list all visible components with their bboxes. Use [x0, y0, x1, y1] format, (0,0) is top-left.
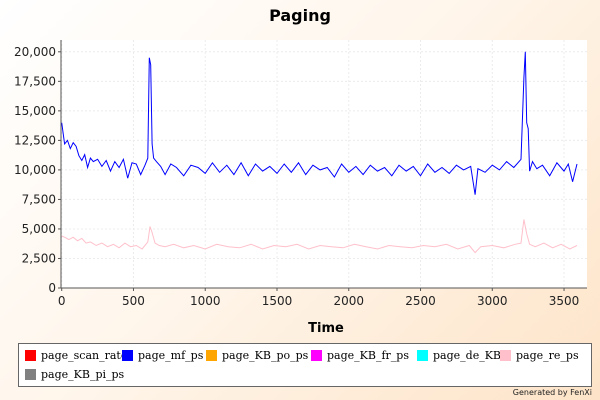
legend-item-page-mf-ps: page_mf_ps	[122, 349, 203, 362]
legend-label: page_KB_pi_ps	[41, 368, 125, 381]
y-tick-label: 17,500	[14, 74, 56, 88]
credit-text: Generated by FenXi	[512, 388, 592, 397]
legend-item-page-scan-rate: page_scan_rate	[25, 349, 127, 362]
legend-swatch	[500, 350, 511, 361]
legend-item-page-KB-pi-ps: page_KB_pi_ps	[25, 368, 124, 381]
x-tick-label: 1000	[190, 294, 221, 308]
y-tick-label: 12,500	[14, 133, 56, 147]
legend-label: page_KB_fr_ps	[327, 349, 409, 362]
x-axis-label: Time	[308, 321, 344, 336]
plot-area	[61, 40, 587, 288]
legend-swatch	[122, 350, 133, 361]
tick-labels: 0 2,500 5,000 7,500 10,000 12,500 15,000 17,500…	[14, 45, 579, 308]
series-line-page-re-ps	[61, 219, 578, 254]
legend-swatch	[417, 350, 428, 361]
legend-swatch	[25, 350, 36, 361]
legend-item-page-de-KB: page_de_KB	[417, 349, 501, 362]
y-tick-label: 15,000	[14, 104, 56, 118]
y-tick-label: 10,000	[14, 163, 56, 177]
series-line-page-mf-ps	[61, 51, 578, 195]
x-tick-label: 0	[58, 294, 66, 308]
legend-label: page_de_KB	[433, 349, 502, 362]
legend-label: page_KB_po_ps	[222, 349, 309, 362]
x-tick-label: 2500	[405, 294, 436, 308]
x-tick-label: 1500	[262, 294, 293, 308]
legend-swatch	[206, 350, 217, 361]
x-tick-label: 2000	[333, 294, 364, 308]
y-tick-label: 20,000	[14, 45, 56, 59]
legend-item-page-re-ps: page_re_ps	[500, 349, 579, 362]
axes	[58, 40, 587, 291]
y-tick-label: 2,500	[22, 251, 56, 265]
legend-item-page-KB-po-ps: page_KB_po_ps	[206, 349, 308, 362]
x-tick-label: 3000	[477, 294, 508, 308]
legend: page_scan_rate page_mf_ps page_KB_po_ps pag…	[18, 343, 592, 387]
x-tick-label: 500	[122, 294, 145, 308]
legend-label: page_re_ps	[516, 349, 579, 362]
y-tick-label: 7,500	[22, 192, 56, 206]
gridlines	[61, 40, 587, 289]
y-tick-label: 5,000	[22, 222, 56, 236]
x-tick-label: 3500	[549, 294, 580, 308]
legend-item-page-KB-fr-ps: page_KB_fr_ps	[311, 349, 409, 362]
legend-label: page_mf_ps	[138, 349, 204, 362]
y-tick-label: 0	[48, 281, 56, 295]
legend-swatch	[25, 369, 36, 380]
legend-swatch	[311, 350, 322, 361]
legend-label: page_scan_rate	[41, 349, 128, 362]
chart-title: Paging	[269, 6, 331, 25]
